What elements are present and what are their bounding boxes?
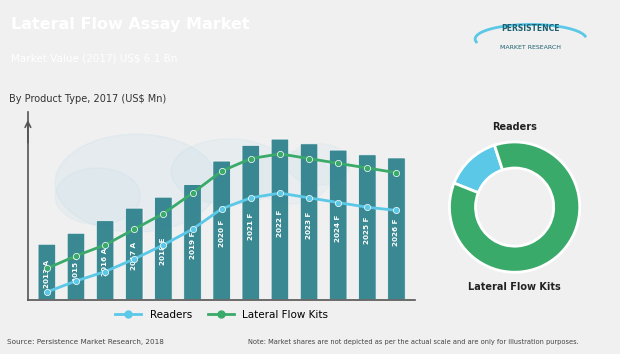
Text: 2024 F: 2024 F [335,215,341,242]
Ellipse shape [253,151,330,204]
Ellipse shape [55,168,140,224]
Text: Lateral Flow Kits: Lateral Flow Kits [468,282,561,292]
Text: 2013 A: 2013 A [44,259,50,287]
Ellipse shape [288,143,350,185]
Text: 2023 F: 2023 F [306,212,312,239]
FancyBboxPatch shape [96,221,114,300]
FancyBboxPatch shape [271,139,289,300]
Wedge shape [454,145,503,193]
Ellipse shape [171,139,288,205]
Text: Readers: Readers [492,122,537,132]
Wedge shape [450,142,580,272]
FancyBboxPatch shape [67,233,85,300]
Text: 2016 A: 2016 A [102,248,108,276]
FancyBboxPatch shape [213,161,231,300]
Text: 2019 F: 2019 F [190,231,195,258]
Legend: Readers, Lateral Flow Kits: Readers, Lateral Flow Kits [111,306,332,324]
Text: 2017 A: 2017 A [131,242,137,270]
Text: 2021 F: 2021 F [248,212,254,240]
FancyBboxPatch shape [184,185,202,300]
Text: Market Value (2017) US$ 6.1 Bn: Market Value (2017) US$ 6.1 Bn [11,54,177,64]
FancyBboxPatch shape [329,150,347,300]
FancyBboxPatch shape [38,244,56,300]
Text: 2022 F: 2022 F [277,209,283,237]
Text: 2025 F: 2025 F [365,217,370,244]
Text: MARKET RESEARCH: MARKET RESEARCH [500,45,561,50]
FancyBboxPatch shape [242,145,260,300]
Text: PERSISTENCE: PERSISTENCE [502,24,560,33]
FancyBboxPatch shape [358,155,376,300]
Text: 2020 F: 2020 F [219,220,224,247]
Text: Note: Market shares are not depicted as per the actual scale and are only for il: Note: Market shares are not depicted as … [248,339,578,345]
Text: Source: Persistence Market Research, 2018: Source: Persistence Market Research, 201… [7,339,164,345]
FancyBboxPatch shape [300,144,318,300]
FancyBboxPatch shape [388,158,405,300]
FancyBboxPatch shape [154,197,172,300]
Ellipse shape [55,134,218,232]
Text: 2018 E: 2018 E [161,237,166,265]
Text: 2015 A: 2015 A [73,254,79,282]
Text: 2026 F: 2026 F [394,218,399,246]
FancyBboxPatch shape [125,208,143,300]
Text: By Product Type, 2017 (US$ Mn): By Product Type, 2017 (US$ Mn) [9,94,167,104]
Text: Lateral Flow Assay Market: Lateral Flow Assay Market [11,17,249,32]
